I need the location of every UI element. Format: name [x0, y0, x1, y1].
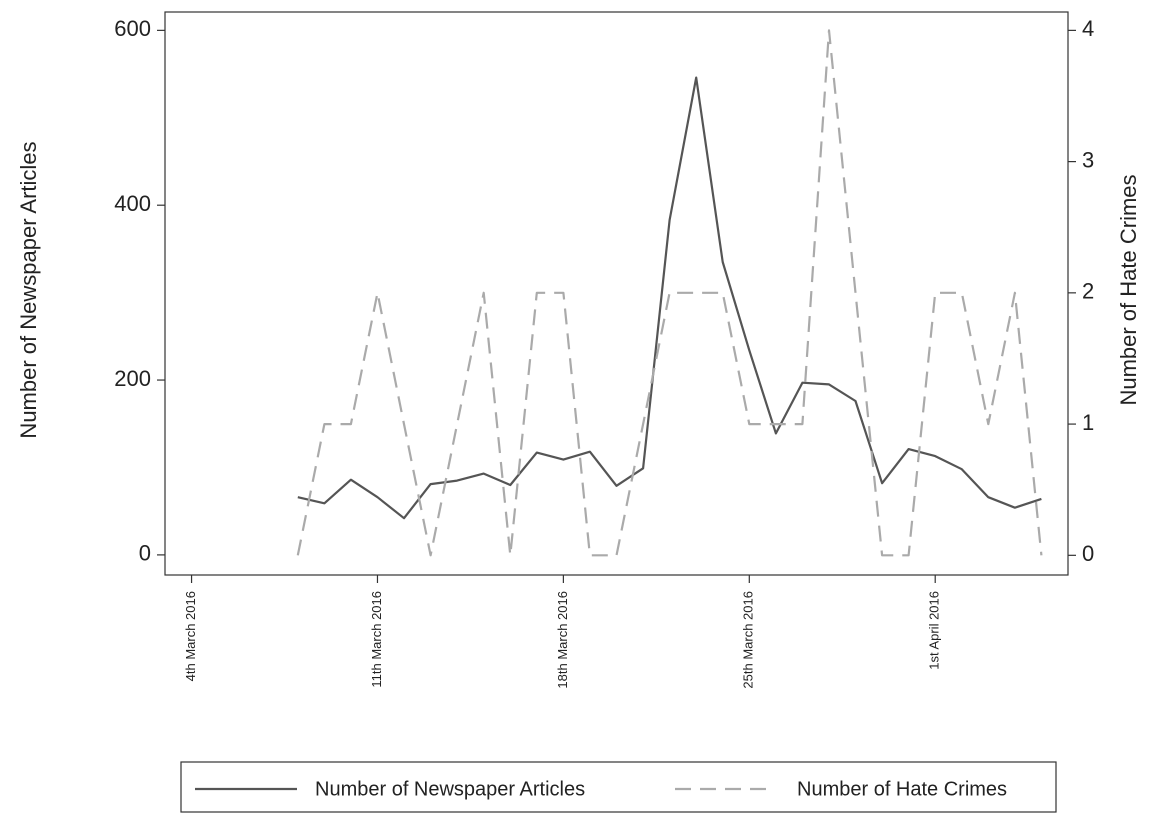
y2-tick-label: 0	[1082, 541, 1094, 566]
y2-tick-label: 4	[1082, 16, 1094, 41]
y2-tick-label: 3	[1082, 147, 1094, 172]
series-line	[297, 76, 1042, 520]
legend-box	[180, 761, 1057, 813]
legend-label: Number of Hate Crimes	[797, 778, 1007, 800]
x-tick-label: 4th March 2016	[183, 591, 198, 681]
legend-label: Number of Newspaper Articles	[315, 778, 585, 800]
y-tick-label: 400	[114, 191, 151, 216]
x-tick-label: 25th March 2016	[741, 591, 756, 689]
x-tick-label: 1st April 2016	[927, 591, 942, 670]
y-tick-label: 0	[139, 541, 151, 566]
x-tick-label: 18th March 2016	[555, 591, 570, 689]
x-tick-label: 11th March 2016	[369, 591, 384, 688]
y-tick-label: 600	[114, 16, 151, 41]
plot-frame	[164, 11, 1069, 576]
y2-axis-label: Number of Hate Crimes	[1116, 174, 1141, 405]
y-axis-label: Number of Newspaper Articles	[16, 141, 41, 438]
y-tick-label: 200	[114, 366, 151, 391]
y2-tick-label: 2	[1082, 279, 1094, 304]
y2-tick-label: 1	[1082, 410, 1094, 435]
